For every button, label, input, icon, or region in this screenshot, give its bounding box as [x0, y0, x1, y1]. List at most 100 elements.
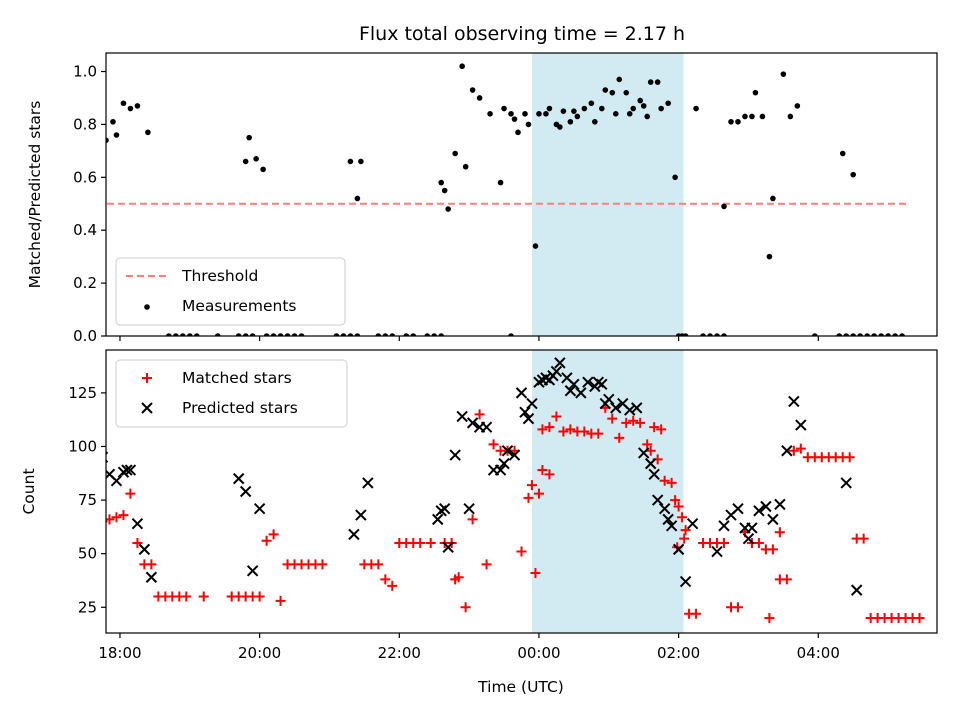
data-point	[442, 541, 454, 553]
data-point	[588, 100, 595, 107]
data-point	[253, 502, 266, 515]
data-point	[770, 195, 776, 202]
data-point	[623, 89, 630, 96]
data-point	[760, 500, 772, 513]
data-point	[275, 595, 286, 606]
data-point	[560, 108, 567, 114]
data-point	[871, 333, 877, 336]
y-tick-label: 75	[78, 491, 97, 509]
data-point	[173, 333, 179, 336]
data-point	[530, 567, 541, 578]
data-point	[567, 118, 574, 125]
data-point	[658, 502, 671, 515]
legend: Matched stars Predicted stars	[115, 359, 348, 428]
data-point	[672, 174, 678, 181]
data-point	[844, 452, 855, 463]
data-point	[536, 111, 542, 117]
data-point	[362, 477, 374, 489]
data-point	[373, 559, 384, 570]
data-point	[575, 387, 587, 399]
data-point	[836, 333, 843, 336]
data-point	[498, 457, 510, 470]
data-point	[550, 365, 563, 378]
data-point	[501, 105, 507, 112]
data-point	[603, 393, 615, 406]
data-point	[732, 502, 744, 515]
data-point	[610, 402, 622, 414]
data-point	[707, 333, 713, 336]
data-point	[488, 439, 499, 450]
plot-area	[106, 63, 910, 336]
data-point	[691, 608, 702, 619]
data-point	[544, 469, 555, 480]
data-point	[714, 333, 720, 336]
data-point	[732, 602, 743, 613]
data-point	[120, 100, 127, 107]
y-axis-title: Matched/Predicted stars	[26, 101, 44, 289]
data-point	[106, 137, 109, 144]
data-point	[511, 116, 518, 122]
data-point	[438, 502, 451, 515]
series-predicted-stars	[91, 357, 863, 596]
data-point	[651, 494, 664, 506]
data-point	[774, 527, 785, 538]
data-point	[193, 333, 200, 336]
data-point	[537, 424, 548, 435]
data-point	[268, 529, 279, 540]
data-point	[355, 509, 367, 521]
data-point	[235, 333, 242, 336]
data-point	[277, 333, 284, 336]
data-point	[878, 333, 884, 336]
data-point	[180, 333, 186, 336]
legend-marker	[141, 402, 153, 414]
data-point	[621, 417, 632, 428]
data-point	[494, 464, 507, 476]
data-point	[885, 333, 891, 336]
data-point	[497, 179, 504, 186]
data-point	[596, 378, 608, 391]
data-point	[658, 105, 664, 112]
data-point	[347, 333, 354, 336]
data-point	[858, 533, 869, 544]
data-point	[607, 413, 618, 424]
data-point	[410, 333, 417, 336]
data-point	[551, 411, 562, 422]
data-point	[774, 498, 786, 511]
data-point	[592, 118, 598, 125]
data-point	[735, 118, 741, 125]
data-point	[626, 111, 633, 117]
legend-label: Matched stars	[182, 369, 292, 387]
data-point	[700, 333, 706, 336]
data-point	[742, 532, 755, 545]
data-point	[354, 195, 361, 202]
data-point	[693, 105, 699, 112]
y-tick-label: 0.2	[73, 274, 97, 292]
data-point	[425, 537, 436, 548]
data-point	[466, 417, 479, 429]
data-point	[537, 465, 548, 476]
data-point	[630, 105, 637, 112]
data-point	[298, 333, 305, 336]
data-point	[431, 513, 444, 526]
data-point	[474, 409, 485, 420]
data-point	[582, 376, 594, 388]
data-point	[438, 179, 444, 186]
x-tick-label: 02:00	[657, 644, 700, 662]
data-point	[403, 333, 410, 336]
data-point	[453, 572, 464, 583]
data-point	[843, 333, 850, 336]
x-tick-label: 18:00	[98, 644, 141, 662]
data-point	[124, 464, 137, 476]
data-point	[635, 417, 646, 428]
legend-label: Threshold	[181, 267, 258, 285]
y-tick-label: 0.8	[73, 115, 97, 133]
data-point	[358, 158, 364, 165]
series-measurements	[106, 63, 905, 336]
data-point	[850, 171, 857, 178]
data-point	[91, 525, 101, 535]
data-point	[649, 422, 660, 433]
data-point	[347, 158, 354, 165]
data-point	[557, 124, 563, 130]
data-point	[145, 571, 158, 583]
data-point	[246, 565, 259, 577]
